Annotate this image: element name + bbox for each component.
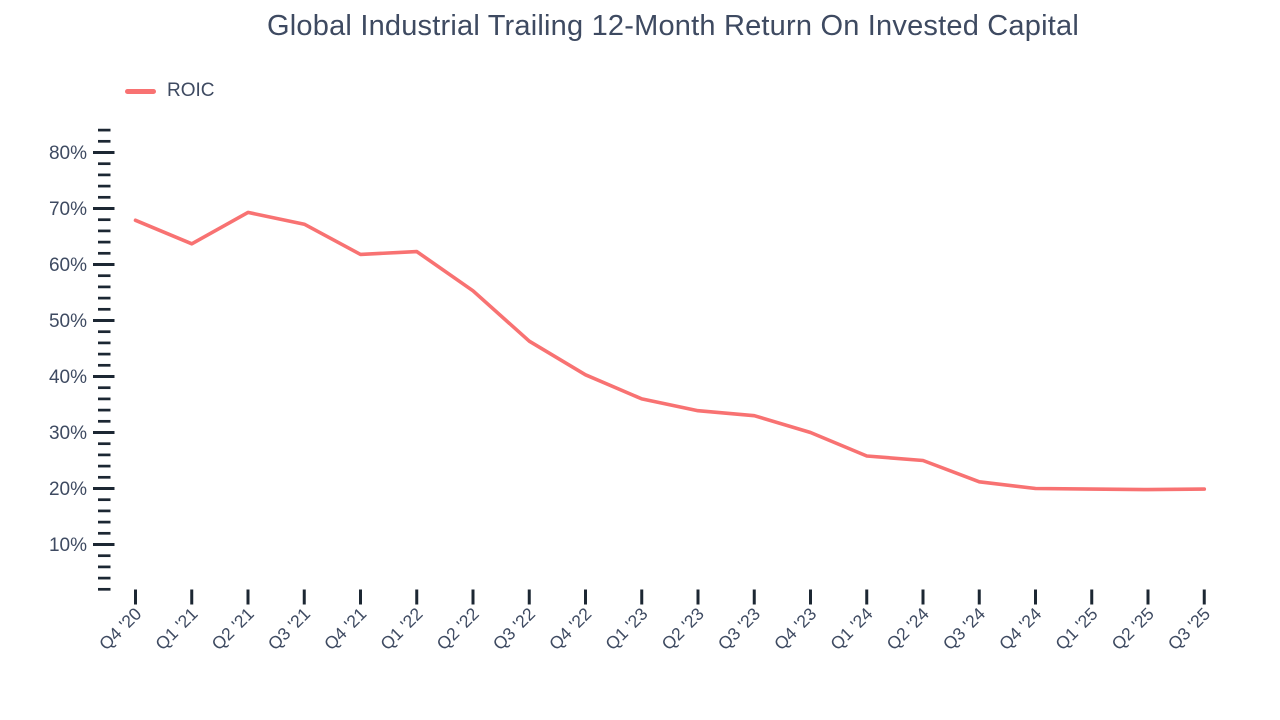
y-tick-label: 80% <box>49 143 87 164</box>
roic-line-series <box>133 210 1207 492</box>
y-axis-labels: 10% 20% 30% 40% 50% 60% 70% 80% <box>49 143 87 556</box>
x-tick-label: Q2 '23 <box>658 604 708 654</box>
x-axis-labels: Q4 '20 Q1 '21 Q2 '21 Q3 '21 Q4 '21 Q1 '22 Q2 '… <box>95 603 1214 653</box>
x-tick-label: Q2 '21 <box>208 604 258 654</box>
y-tick-label: 10% <box>49 535 87 556</box>
x-tick-label: Q3 '24 <box>939 603 989 653</box>
legend-label: ROIC <box>167 80 215 101</box>
y-tick-label: 30% <box>49 423 87 444</box>
legend-item-roic[interactable]: ROIC <box>125 80 215 102</box>
x-tick-label: Q2 '22 <box>433 604 483 654</box>
x-tick-label: Q4 '23 <box>770 604 820 654</box>
chart-title: Global Industrial Trailing 12-Month Retu… <box>267 10 1079 42</box>
x-tick-label: Q1 '21 <box>151 604 201 654</box>
x-tick-label: Q4 '20 <box>95 603 145 653</box>
y-axis-minor-ticks <box>98 128 111 591</box>
x-tick-label: Q4 '22 <box>545 604 595 654</box>
x-tick-label: Q1 '24 <box>826 603 876 653</box>
x-tick-label: Q4 '24 <box>995 603 1045 653</box>
x-tick-label: Q2 '24 <box>883 603 933 653</box>
x-axis-ticks <box>134 589 1206 605</box>
y-axis-major-ticks <box>93 151 115 546</box>
x-tick-label: Q4 '21 <box>320 604 370 654</box>
y-tick-label: 60% <box>49 255 87 276</box>
y-tick-label: 40% <box>49 367 87 388</box>
x-tick-label: Q1 '25 <box>1051 604 1101 654</box>
y-tick-label: 20% <box>49 479 87 500</box>
x-tick-label: Q3 '22 <box>489 604 539 654</box>
x-tick-label: Q3 '23 <box>714 604 764 654</box>
x-tick-label: Q1 '22 <box>376 604 426 654</box>
y-tick-label: 50% <box>49 311 87 332</box>
x-tick-label: Q1 '23 <box>601 604 651 654</box>
x-tick-label: Q3 '21 <box>264 604 314 654</box>
x-tick-label: Q2 '25 <box>1108 604 1158 654</box>
y-tick-label: 70% <box>49 199 87 220</box>
legend-line-swatch-icon <box>125 88 156 94</box>
x-tick-label: Q3 '25 <box>1164 604 1214 654</box>
